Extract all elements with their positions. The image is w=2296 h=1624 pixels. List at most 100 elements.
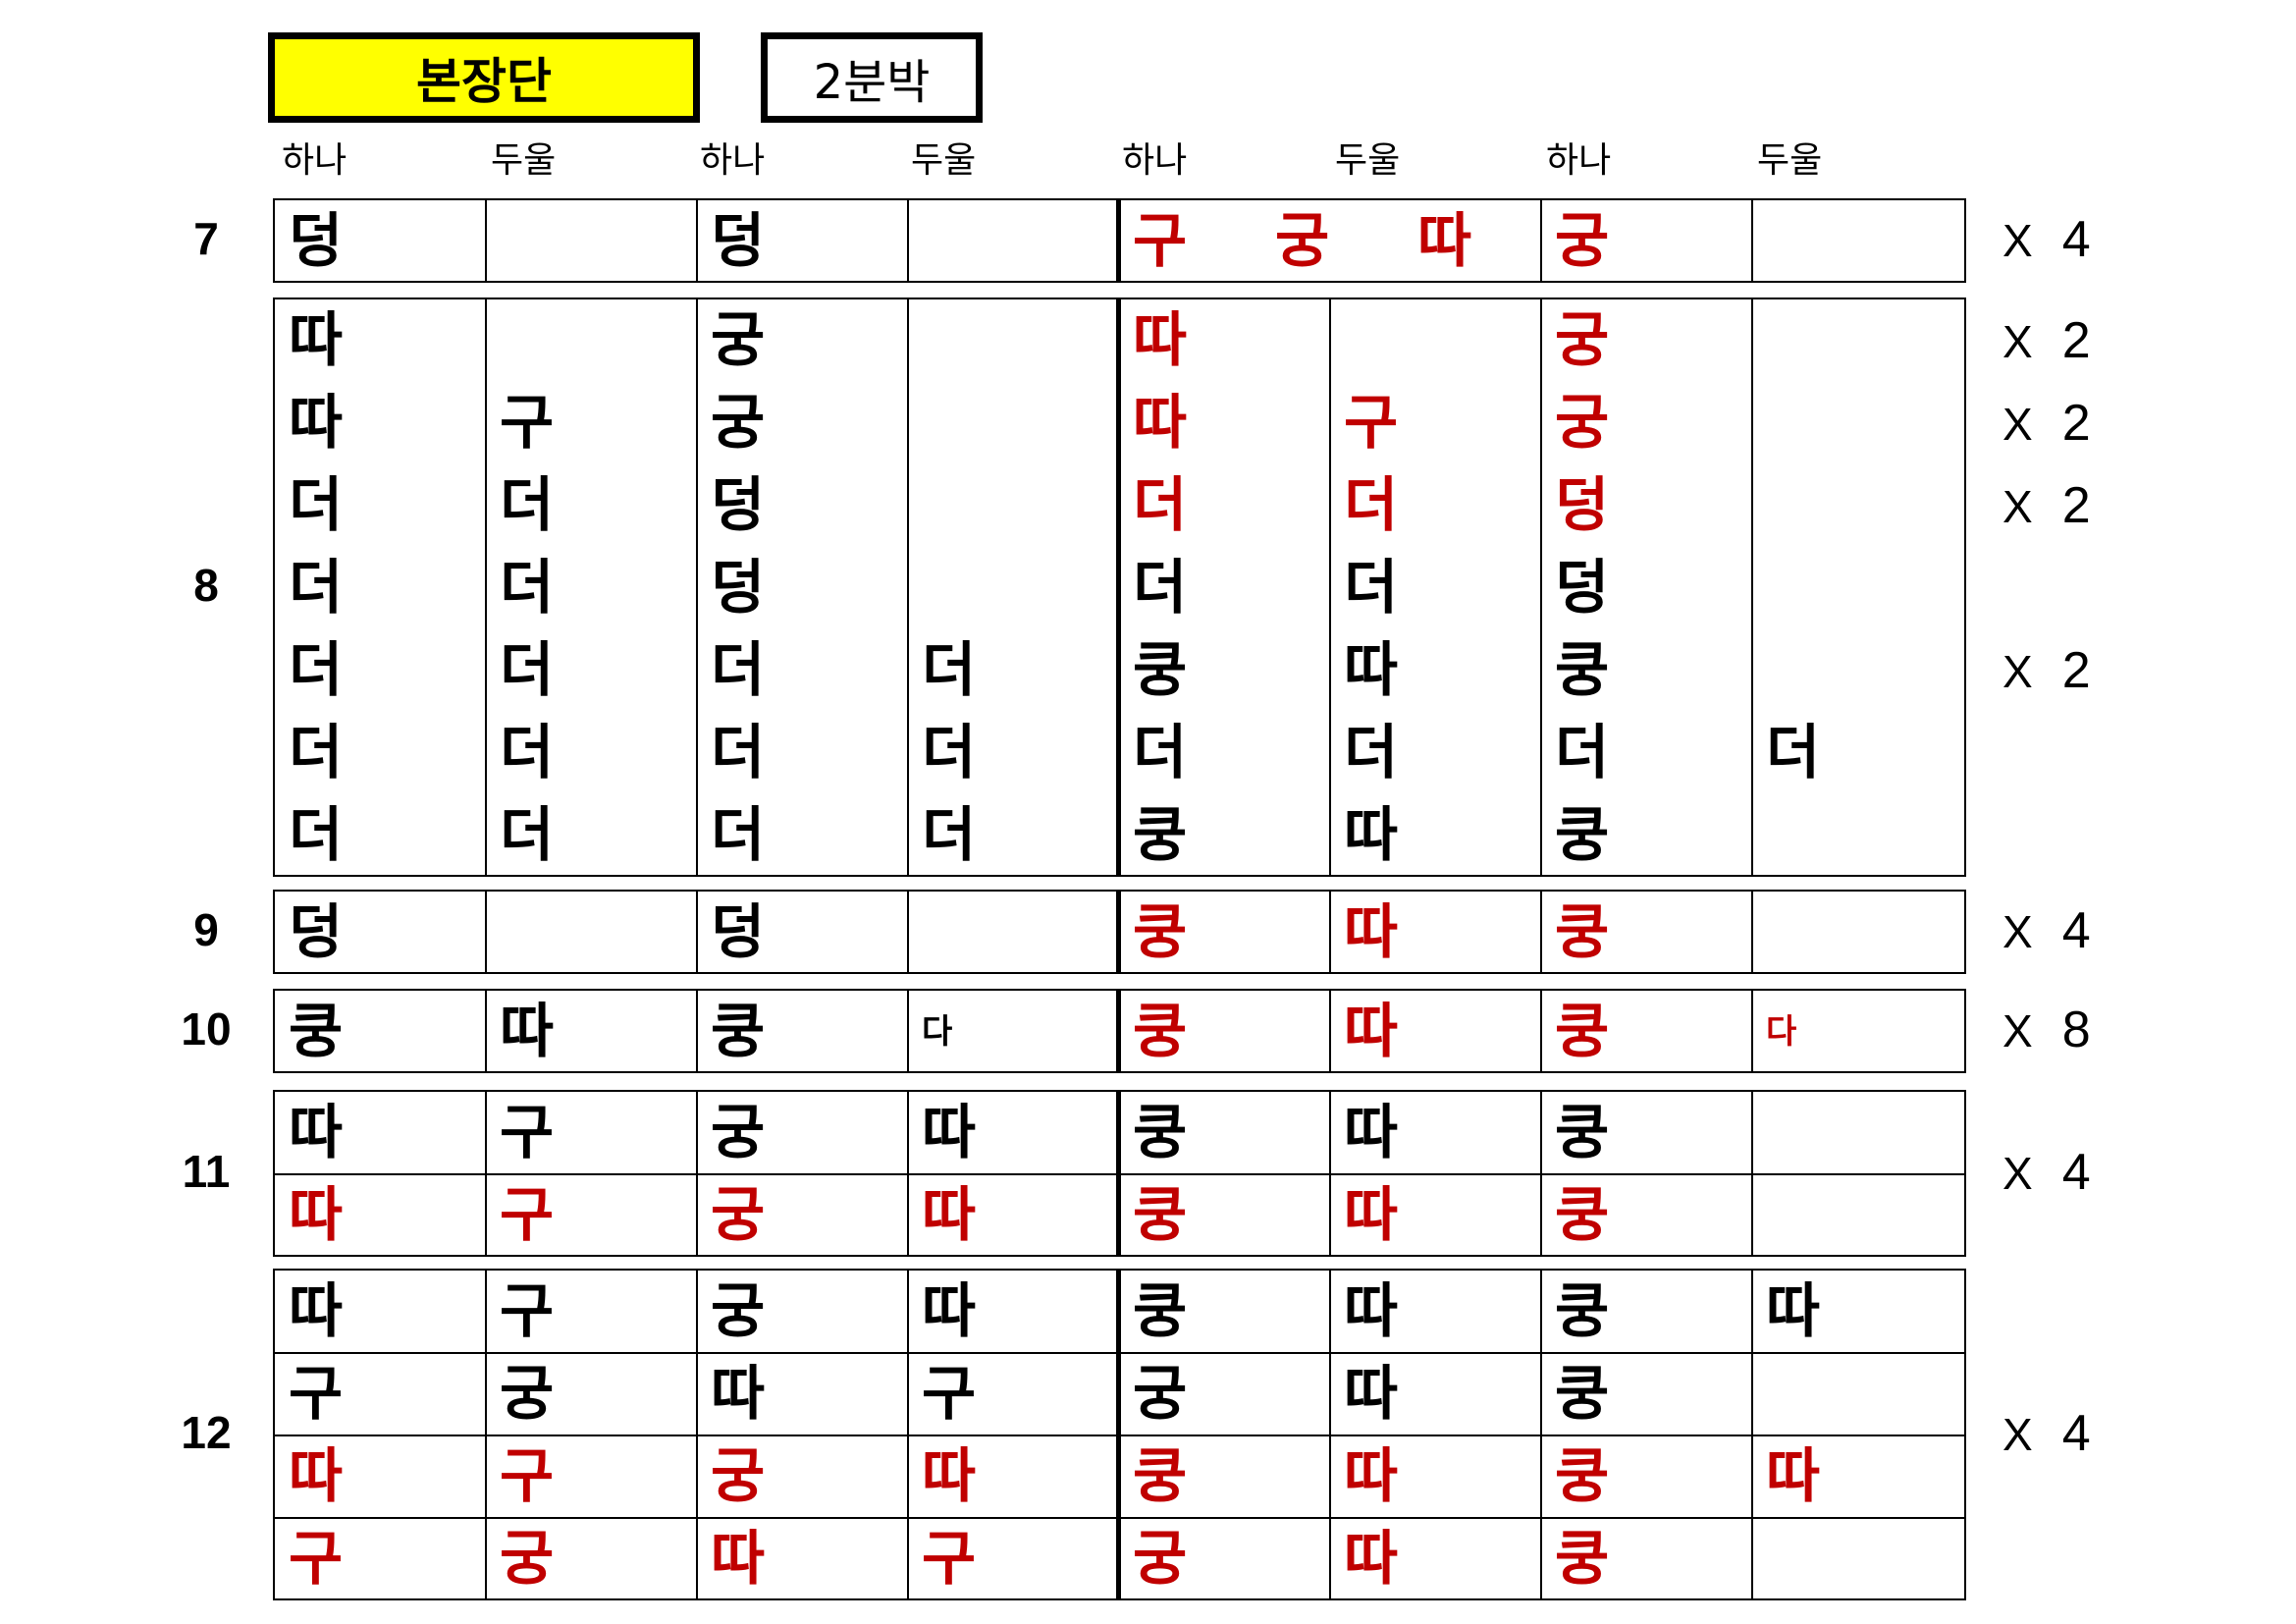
rhythm-syllable: 구 [1344, 389, 1399, 458]
beat-label: 하나 [1546, 140, 1612, 181]
rhythm-syllable: 따 [500, 998, 555, 1066]
column-divider [485, 991, 487, 1071]
rhythm-syllable: 더 [289, 801, 344, 870]
column-divider [1329, 991, 1331, 1071]
rhythm-syllable: 쿵 [1555, 1525, 1610, 1594]
column-divider [1540, 991, 1542, 1071]
beat-label: 두울 [1757, 140, 1823, 181]
rhythm-syllable: 덩 [289, 898, 344, 967]
rhythm-syllable: 더 [1344, 719, 1399, 787]
rhythm-syllable: 따 [1766, 1277, 1821, 1346]
rhythm-syllable: 따 [289, 389, 344, 458]
rhythm-syllable: 쿵 [1555, 998, 1610, 1066]
column-divider [1540, 299, 1542, 875]
rhythm-syllable: 덩 [1555, 471, 1610, 540]
repeat-number: 2 [2061, 642, 2091, 699]
rhythm-syllable: 더 [1344, 554, 1399, 623]
rhythm-syllable: 덩 [1555, 554, 1610, 623]
row-divider [275, 1435, 1964, 1436]
column-divider [1329, 299, 1331, 875]
rhythm-syllable: 더 [922, 636, 977, 705]
rhythm-syllable: 따 [1344, 801, 1399, 870]
rhythm-syllable: 궁 [711, 1442, 766, 1511]
rhythm-syllable: 덩 [711, 471, 766, 540]
rhythm-syllable: 더 [289, 554, 344, 623]
beat-label: 두울 [911, 140, 977, 181]
bar-line [1116, 892, 1121, 972]
rhythm-title-box: 본장단 [268, 32, 700, 123]
column-divider [696, 991, 698, 1071]
beat-label: 하나 [700, 140, 766, 181]
rhythm-syllable: 따 [1344, 1360, 1399, 1429]
rhythm-syllable: 덩 [711, 207, 766, 276]
column-divider [907, 299, 909, 875]
rhythm-syllable: 따 [1133, 306, 1188, 375]
times-mark: X [2002, 316, 2033, 367]
repeat-number: 4 [2061, 902, 2091, 959]
rhythm-syllable: 구 [500, 1277, 555, 1346]
column-divider [907, 200, 909, 281]
rhythm-syllable: 구 [1133, 207, 1188, 276]
rhythm-syllable: 쿵 [1133, 636, 1188, 705]
beat-label: 하나 [282, 140, 347, 181]
times-mark: X [2002, 1005, 2033, 1056]
rhythm-syllable: 따 [1417, 207, 1472, 276]
rhythm-syllable: 구 [500, 1442, 555, 1511]
times-mark: X [2002, 1409, 2033, 1460]
repeat-number: 2 [2061, 477, 2091, 534]
rhythm-syllable: 궁 [711, 389, 766, 458]
rhythm-syllable: 따 [1344, 1099, 1399, 1167]
column-divider [1751, 200, 1753, 281]
rhythm-syllable: 덩 [711, 554, 766, 623]
rhythm-syllable: 따 [1344, 1525, 1399, 1594]
times-mark: X [2002, 215, 2033, 266]
rhythm-syllable: 따 [289, 1181, 344, 1250]
column-divider [696, 200, 698, 281]
rhythm-syllable: 더 [289, 636, 344, 705]
rhythm-syllable: 궁 [1555, 207, 1610, 276]
rhythm-syllable: 쿵 [1555, 636, 1610, 705]
rhythm-syllable: 더 [289, 471, 344, 540]
rhythm-syllable: 더 [500, 471, 555, 540]
beat-label: 두울 [1335, 140, 1401, 181]
rhythm-syllable: 쿵 [1133, 998, 1188, 1066]
rhythm-syllable: 구 [500, 1181, 555, 1250]
column-divider [696, 299, 698, 875]
rhythm-syllable: 따 [711, 1360, 766, 1429]
rhythm-syllable: 따 [1344, 1277, 1399, 1346]
rhythm-syllable: 구 [500, 1099, 555, 1167]
section-number: 12 [181, 1407, 232, 1458]
rhythm-syllable: 쿵 [1555, 1277, 1610, 1346]
rhythm-syllable: 쿵 [1133, 1442, 1188, 1511]
rhythm-syllable: 궁 [711, 1181, 766, 1250]
rhythm-syllable: 더 [289, 719, 344, 787]
rhythm-syllable: 더 [1133, 719, 1188, 787]
rhythm-syllable: 쿵 [1133, 801, 1188, 870]
rhythm-syllable: 구 [289, 1525, 344, 1594]
repeat-number: 4 [2061, 211, 2091, 268]
times-mark: X [2002, 646, 2033, 697]
rhythm-syllable: 따 [289, 1277, 344, 1346]
rhythm-syllable: 궁 [1133, 1360, 1188, 1429]
rhythm-syllable: 따 [922, 1099, 977, 1167]
bar-line [1116, 991, 1121, 1071]
rhythm-syllable: 더 [1133, 554, 1188, 623]
rhythm-syllable: 쿵 [1555, 1099, 1610, 1167]
rhythm-syllable: 쿵 [1555, 898, 1610, 967]
rhythm-syllable: 쿵 [711, 998, 766, 1066]
rhythm-syllable: 더 [711, 719, 766, 787]
rhythm-syllable: 쿵 [1555, 801, 1610, 870]
section-number: 11 [182, 1146, 231, 1197]
times-mark: X [2002, 1148, 2033, 1199]
rhythm-syllable: 따 [922, 1181, 977, 1250]
